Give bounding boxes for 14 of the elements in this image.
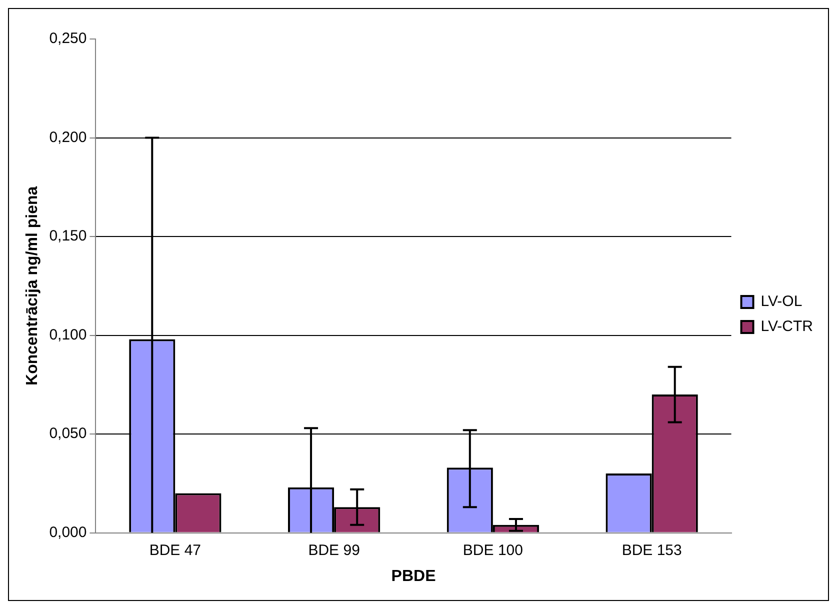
legend-label: LV-CTR: [760, 318, 814, 336]
y-tick-label: 0,250: [49, 30, 87, 48]
x-tick-label: BDE 99: [308, 542, 360, 559]
y-tick-label: 0,000: [49, 524, 87, 541]
y-tick-label: 0,100: [49, 326, 87, 344]
y-tick-label: 0,050: [49, 425, 87, 442]
y-tick-label: 0,200: [49, 128, 87, 146]
y-axis-title: Koncentrācija ng/ml piena: [24, 186, 42, 386]
x-axis-title: PBDE: [391, 568, 436, 585]
legend-label: LV-OL: [760, 293, 802, 310]
y-tick-label: 0,150: [49, 228, 87, 245]
x-tick-label: BDE 100: [462, 542, 523, 559]
x-tick-label: BDE 153: [622, 542, 682, 559]
x-tick-label: BDE 47: [149, 542, 202, 559]
